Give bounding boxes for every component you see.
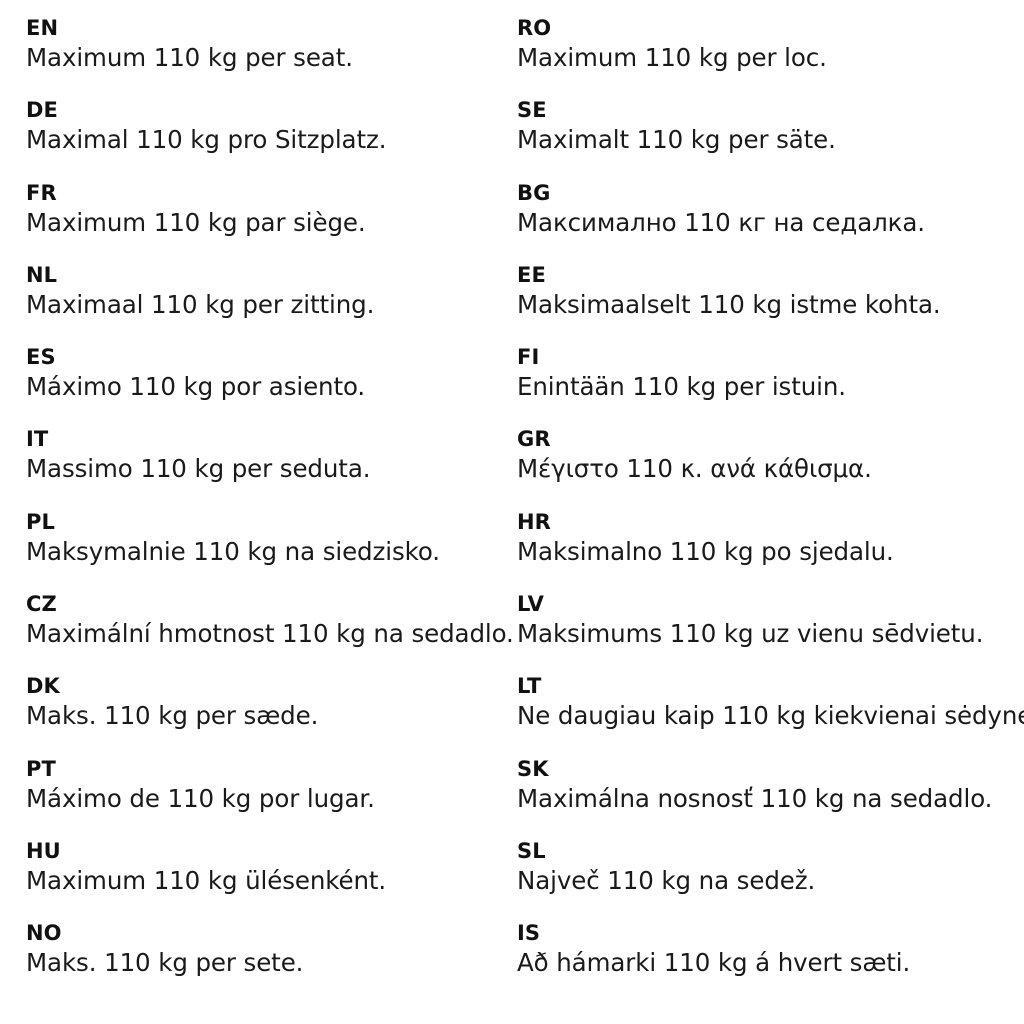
- lang-entry-nl: NL Maximaal 110 kg per zitting.: [26, 261, 511, 343]
- lang-code: DK: [26, 674, 60, 699]
- lang-code: FR: [26, 180, 57, 205]
- lang-entry-lt: LT Ne daugiau kaip 110 kg kiekvienai sėd…: [517, 672, 1024, 754]
- lang-code: CZ: [26, 592, 57, 617]
- lang-text: Massimo 110 kg per seduta.: [26, 454, 371, 484]
- lang-text: Maximal 110 kg pro Sitzplatz.: [26, 125, 387, 155]
- lang-text: Maximaal 110 kg per zitting.: [26, 289, 375, 319]
- lang-entry-cz: CZ Maximální hmotnost 110 kg na sedadlo.: [26, 590, 514, 672]
- lang-code: NL: [26, 262, 58, 287]
- lang-code: FI: [517, 345, 540, 370]
- lang-text: Maximalt 110 kg per säte.: [517, 125, 836, 155]
- lang-text: Maximum 110 kg per loc.: [517, 43, 827, 72]
- lang-entry-no: NO Maks. 110 kg per sete.: [26, 919, 511, 1001]
- lang-entry-se: SE Maximalt 110 kg per säte.: [517, 96, 1014, 178]
- lang-text: Maks. 110 kg per sete.: [26, 948, 304, 978]
- lang-entry-dk: DK Maks. 110 kg per sæde.: [26, 672, 511, 754]
- lang-code: DE: [26, 98, 58, 123]
- lang-entry-ee: EE Maksimaalselt 110 kg istme kohta.: [517, 261, 1014, 343]
- lang-entry-de: DE Maximal 110 kg pro Sitzplatz.: [26, 96, 511, 178]
- lang-code: LV: [517, 592, 544, 617]
- lang-text: Maximální hmotnost 110 kg na sedadlo.: [26, 619, 514, 649]
- lang-entry-fi: FI Enintään 110 kg per istuin.: [517, 343, 1014, 425]
- lang-text: Enintään 110 kg per istuin.: [517, 372, 846, 402]
- lang-code: BG: [517, 180, 551, 205]
- lang-entry-sk: SK Maximálna nosnosť 110 kg na sedadlo.: [517, 755, 1014, 837]
- lang-code: GR: [517, 427, 551, 452]
- lang-entry-es: ES Máximo 110 kg por asiento.: [26, 343, 511, 425]
- lang-entry-hu: HU Maximum 110 kg ülésenként.: [26, 837, 511, 919]
- lang-code: PT: [26, 756, 56, 781]
- notice-column-right: RO Maximum 110 kg per loc. SE Maximalt 1…: [517, 14, 1024, 1002]
- lang-text: Maks. 110 kg per sæde.: [26, 701, 319, 731]
- lang-text: Maximum 110 kg per seat.: [26, 43, 353, 72]
- lang-code: IT: [26, 427, 49, 452]
- lang-entry-gr: GR Μέγιστο 110 κ. ανά κάθισμα.: [517, 425, 1014, 507]
- lang-code: LT: [517, 674, 542, 699]
- lang-text: Ne daugiau kaip 110 kg kiekvienai sėdyne…: [517, 701, 1024, 731]
- notice-column-left: EN Maximum 110 kg per seat. DE Maximal 1…: [0, 14, 517, 1002]
- lang-entry-ro: RO Maximum 110 kg per loc.: [517, 14, 1014, 96]
- lang-code: PL: [26, 509, 55, 534]
- lang-text: Að hámarki 110 kg á hvert sæti.: [517, 948, 911, 978]
- lang-text: Največ 110 kg na sedež.: [517, 865, 816, 895]
- lang-text: Μέγιστο 110 κ. ανά κάθισμα.: [517, 454, 872, 484]
- lang-code: ES: [26, 345, 56, 370]
- lang-code: IS: [517, 921, 541, 946]
- lang-entry-bg: BG Максимално 110 кг на седалка.: [517, 179, 1014, 261]
- lang-entry-sl: SL Največ 110 kg na sedež.: [517, 837, 1014, 919]
- lang-code: SL: [517, 838, 546, 863]
- lang-text: Maksimums 110 kg uz vienu sēdvietu.: [517, 619, 984, 649]
- lang-entry-pl: PL Maksymalnie 110 kg na siedzisko.: [26, 508, 511, 590]
- lang-entry-is: IS Að hámarki 110 kg á hvert sæti.: [517, 919, 1014, 1001]
- lang-entry-it: IT Massimo 110 kg per seduta.: [26, 425, 511, 507]
- lang-code: SE: [517, 98, 547, 123]
- lang-code: HU: [26, 838, 61, 863]
- lang-text: Maksymalnie 110 kg na siedzisko.: [26, 536, 440, 566]
- lang-text: Máximo 110 kg por asiento.: [26, 372, 366, 402]
- lang-code: SK: [517, 756, 549, 781]
- lang-entry-pt: PT Máximo de 110 kg por lugar.: [26, 755, 511, 837]
- lang-entry-hr: HR Maksimalno 110 kg po sjedalu.: [517, 508, 1014, 590]
- lang-text: Maksimalno 110 kg po sjedalu.: [517, 536, 894, 566]
- lang-code: NO: [26, 921, 62, 946]
- lang-text: Maksimaalselt 110 kg istme kohta.: [517, 289, 941, 319]
- lang-code: RO: [517, 16, 552, 40]
- lang-text: Maximum 110 kg ülésenként.: [26, 865, 387, 895]
- lang-code: HR: [517, 509, 551, 534]
- lang-code: EN: [26, 16, 59, 40]
- notice-columns: EN Maximum 110 kg per seat. DE Maximal 1…: [0, 14, 1024, 1002]
- lang-text: Максимално 110 кг на седалка.: [517, 207, 925, 237]
- lang-text: Maximum 110 kg par siège.: [26, 207, 366, 237]
- lang-text: Maximálna nosnosť 110 kg na sedadlo.: [517, 783, 993, 813]
- lang-entry-fr: FR Maximum 110 kg par siège.: [26, 179, 511, 261]
- lang-entry-lv: LV Maksimums 110 kg uz vienu sēdvietu.: [517, 590, 1014, 672]
- lang-entry-en: EN Maximum 110 kg per seat.: [26, 14, 511, 96]
- lang-text: Máximo de 110 kg por lugar.: [26, 783, 375, 813]
- lang-code: EE: [517, 262, 546, 287]
